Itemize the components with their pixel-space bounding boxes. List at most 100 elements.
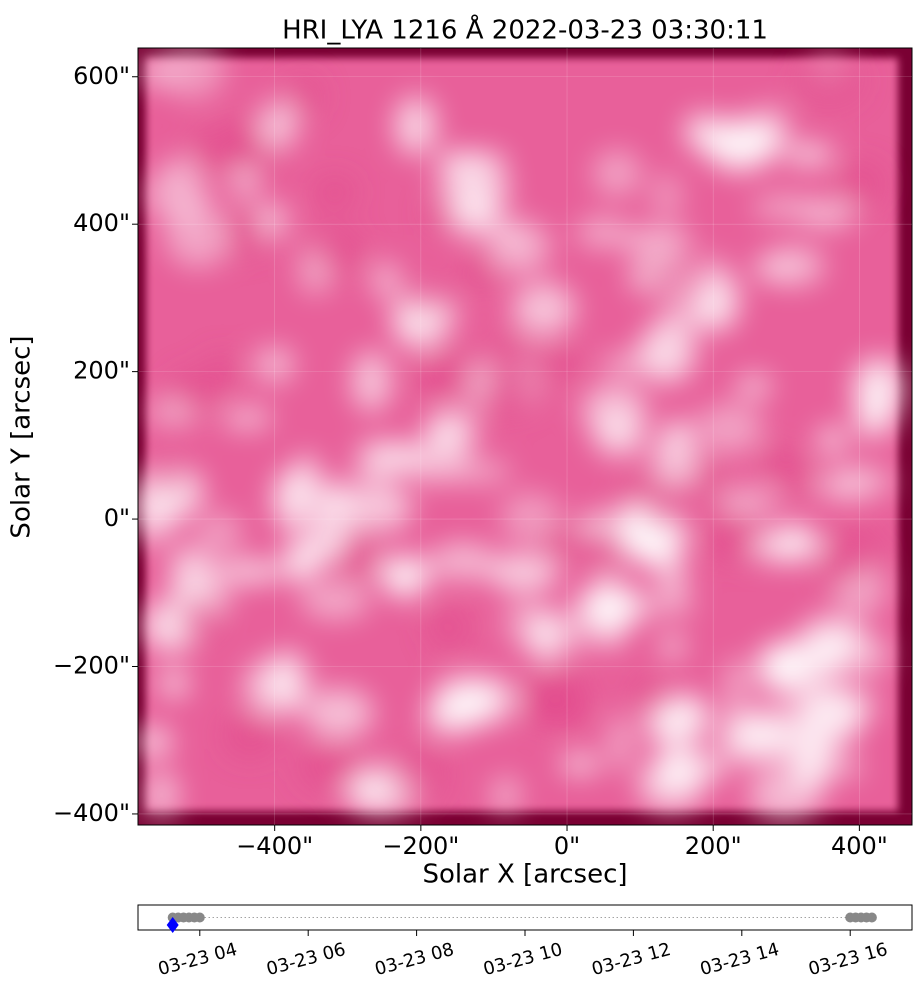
bright-patch (358, 483, 413, 532)
y-tick-label: −400" (53, 799, 130, 827)
bright-patch (576, 217, 631, 249)
bright-patch (703, 752, 731, 781)
bright-patch (651, 431, 699, 490)
dark-patch (522, 667, 587, 722)
dark-patch (782, 457, 817, 496)
bright-patch (351, 351, 392, 413)
bright-patch (231, 160, 259, 202)
bright-patch (651, 172, 682, 221)
dark-patch (426, 198, 455, 230)
dark-patch (306, 226, 364, 275)
bright-patch (222, 407, 273, 429)
bright-patch (694, 270, 740, 331)
bright-patch (806, 688, 881, 721)
bright-patch (652, 694, 711, 745)
dark-patch (528, 346, 580, 384)
bright-patch (491, 776, 520, 815)
x-tick-label: 0" (554, 832, 580, 860)
frame-marker (194, 912, 205, 923)
bright-patch (487, 553, 561, 592)
bright-patch (748, 529, 824, 563)
y-tick-label: 200" (73, 357, 130, 385)
bright-patch (723, 659, 751, 690)
bright-patch (158, 668, 189, 699)
dark-patch (644, 498, 674, 532)
bright-patch (639, 320, 696, 384)
bright-patch (286, 509, 341, 549)
dark-patch (427, 607, 470, 649)
bright-patch (452, 459, 511, 485)
bright-patch (717, 488, 781, 514)
bright-patch (607, 713, 634, 773)
dark-patch (824, 528, 882, 580)
bright-patch (593, 417, 646, 457)
x-tick-label: 03-23 06 (264, 939, 348, 980)
dark-patch (313, 175, 356, 210)
bright-patch (446, 191, 502, 237)
dark-patch (642, 260, 689, 295)
bright-patch (259, 100, 298, 150)
bright-patch (835, 755, 863, 779)
bright-patch (590, 566, 624, 626)
dark-patch (388, 748, 447, 803)
bright-patch (855, 395, 894, 439)
image-layer (138, 48, 912, 825)
current-marker (166, 917, 179, 933)
dark-patch (836, 161, 886, 206)
bright-patch (432, 676, 498, 729)
dark-patch (537, 525, 601, 556)
x-tick-label: 03-23 10 (481, 939, 565, 980)
dark-patch (693, 456, 723, 499)
bright-patch (353, 783, 380, 809)
bright-patch (255, 346, 294, 383)
dark-patch (476, 367, 536, 416)
dark-patch (403, 288, 448, 313)
x-tick-label: 03-23 14 (698, 939, 782, 980)
bright-patch (267, 649, 310, 714)
plot-frame (137, 47, 913, 826)
bright-patch (660, 634, 685, 660)
bright-patch (144, 770, 179, 820)
y-tick-label: −200" (53, 652, 130, 680)
bright-patch (197, 512, 243, 553)
bright-patch (813, 471, 870, 501)
bright-patch (372, 262, 400, 299)
bright-patch (439, 152, 507, 174)
bright-patch (784, 144, 835, 165)
y-tick-label: 400" (73, 209, 130, 237)
dark-patch (495, 332, 531, 373)
x-tick-label: −200" (382, 832, 459, 860)
bright-patch (421, 418, 453, 442)
bright-patch (500, 492, 561, 543)
bright-patch (394, 96, 437, 156)
bright-patch (736, 374, 772, 398)
bright-patch (213, 560, 285, 583)
bright-patch (637, 761, 706, 812)
bright-patch (600, 352, 658, 376)
texture (138, 48, 904, 822)
x-tick-label: 200" (685, 832, 742, 860)
bright-patch (300, 581, 371, 620)
dark-patch (633, 679, 669, 713)
bright-patch (512, 282, 576, 336)
bright-patch (770, 641, 806, 686)
dark-patch (796, 58, 863, 104)
dark-patch (415, 349, 476, 400)
x-tick-label: 03-23 16 (806, 939, 890, 980)
bright-patch (382, 557, 429, 599)
chart-title: HRI_LYA 1216 Å 2022-03-23 03:30:11 (282, 14, 768, 46)
bright-patch (683, 113, 723, 152)
bright-patch (749, 256, 790, 282)
bright-patch (283, 541, 320, 583)
dark-patch (154, 457, 183, 498)
bright-patch (404, 440, 468, 484)
x-tick-label: −400" (236, 832, 313, 860)
bright-patch (145, 167, 210, 222)
dark-patch (298, 743, 364, 791)
bright-patch (355, 438, 390, 491)
bright-patch (489, 220, 551, 275)
bright-patch (431, 542, 496, 580)
y-tick-label: 600" (73, 62, 130, 90)
x-tick-label: 03-23 04 (156, 939, 240, 980)
bright-patch (817, 425, 848, 456)
